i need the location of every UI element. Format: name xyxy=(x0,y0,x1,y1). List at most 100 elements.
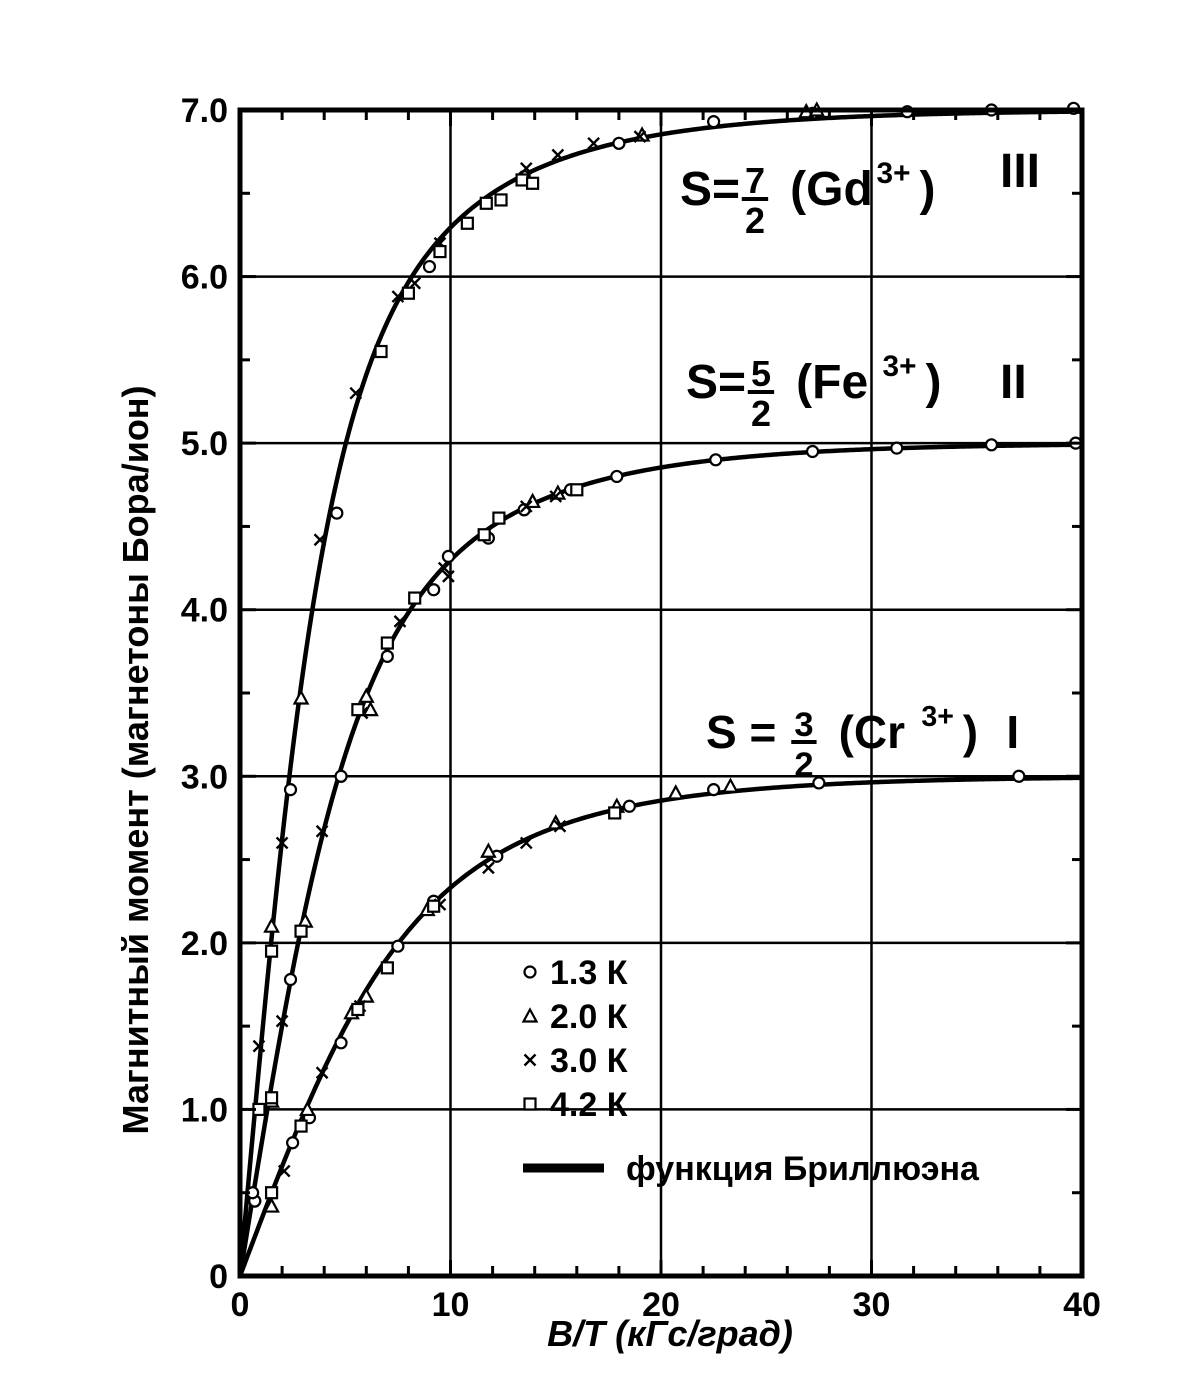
data-point-triangle xyxy=(722,777,739,793)
data-point-square xyxy=(515,173,529,187)
brillouin-curve-I xyxy=(237,775,1083,1277)
data-point-square xyxy=(264,944,279,958)
curve-label-prefix: S= xyxy=(686,356,746,409)
curve-label-prefix: S= xyxy=(680,163,740,216)
curve-label-ion: (Cr xyxy=(839,706,906,758)
data-point-circle xyxy=(890,441,904,455)
curve-label-close: ) xyxy=(925,356,941,409)
data-point-cross xyxy=(315,824,329,838)
data-point-triangle xyxy=(357,687,375,703)
data-point-triangle xyxy=(480,842,497,858)
legend-item: 2.0 К xyxy=(521,998,628,1036)
curve-label-roman: I xyxy=(1006,706,1019,758)
curve-labels: S = 32(Cr 3+) IS= 52(Fe 3+) IIS= 72(Gd 3+) III xyxy=(680,145,1040,784)
grid xyxy=(240,110,1082,1276)
data-point-triangle xyxy=(299,1100,316,1117)
x-axis-title: B/T (кГс/град) xyxy=(547,1313,793,1354)
data-point-circle xyxy=(1012,769,1026,783)
data-point-square xyxy=(374,344,388,359)
data-point-cross xyxy=(277,1164,291,1178)
legend-item: функция Бриллюэна xyxy=(523,1150,980,1188)
data-point-cross xyxy=(553,819,567,833)
y-tick-label: 4.0 xyxy=(181,592,228,630)
legend-marker-circle xyxy=(523,965,537,979)
data-point-square xyxy=(380,636,394,650)
data-point-circle xyxy=(283,783,298,797)
data-point-square xyxy=(525,176,540,190)
y-tick-label: 0 xyxy=(209,1258,228,1296)
data-point-cross xyxy=(349,386,363,400)
legend-label: 3.0 К xyxy=(550,1042,628,1080)
curve-label-ion: (Fe xyxy=(796,356,868,409)
data-point-circle xyxy=(422,259,437,274)
brillouin-curves xyxy=(237,109,1083,1277)
data-point-triangle xyxy=(263,1197,280,1213)
y-tick-label: 7.0 xyxy=(181,92,228,130)
data-point-square xyxy=(351,703,365,717)
curve-label-denominator: 2 xyxy=(794,746,813,784)
data-point-square xyxy=(408,591,422,605)
data-point-cross xyxy=(482,861,495,875)
data-point-square xyxy=(264,1186,279,1200)
curve-label-I: S = 32 (Cr 3+) I xyxy=(706,701,1019,784)
x-tick-label: 30 xyxy=(853,1286,891,1324)
data-point-square xyxy=(460,216,474,230)
data-point-circle xyxy=(709,453,723,467)
curve-label-numerator: 3 xyxy=(794,706,813,744)
curve-label-II: S= 52 (Fe 3+) II xyxy=(686,350,1027,434)
data-point-cross xyxy=(519,161,533,175)
data-point-square xyxy=(427,899,441,913)
legend-label: функция Бриллюэна xyxy=(626,1150,980,1188)
data-point-cross xyxy=(551,148,565,162)
data-point-square xyxy=(380,961,394,975)
legend-marker-cross xyxy=(523,1053,537,1067)
data-point-square xyxy=(294,924,308,938)
data-point-triangle xyxy=(667,784,685,800)
data-point-cross xyxy=(633,130,647,143)
curve-label-ion: (Gd xyxy=(790,163,873,216)
y-tick-label: 6.0 xyxy=(181,259,228,297)
data-point-cross xyxy=(519,836,533,850)
data-point-square xyxy=(608,806,622,820)
curve-label-close: ) xyxy=(963,706,978,758)
legend-marker-triangle xyxy=(521,1007,539,1023)
data-point-circle xyxy=(380,649,394,663)
curve-label-denominator: 2 xyxy=(745,200,765,241)
y-tick-label: 1.0 xyxy=(181,1091,228,1129)
legend: 1.3 К 2.0 К 3.0 К 4.2 К функция Бриллюэна xyxy=(521,954,980,1188)
data-point-cross xyxy=(549,490,563,503)
curve-label-denominator: 2 xyxy=(751,393,771,434)
curve-label-close: ) xyxy=(919,163,935,216)
x-tick-label: 20 xyxy=(642,1286,680,1324)
legend-label: 2.0 К xyxy=(550,998,628,1036)
data-point-cross xyxy=(393,615,407,628)
data-point-square xyxy=(401,286,415,300)
y-tick-label: 5.0 xyxy=(181,425,228,463)
data-point-circle xyxy=(334,769,348,783)
data-point-cross xyxy=(442,570,455,583)
legend-marker-square xyxy=(523,1097,537,1111)
data-point-cross xyxy=(313,533,327,547)
data-point-cross xyxy=(252,1039,266,1053)
data-point-circle xyxy=(984,438,999,452)
data-point-cross xyxy=(437,561,451,575)
y-tick-label: 2.0 xyxy=(181,925,228,963)
data-point-square xyxy=(264,1091,279,1105)
data-point-circle xyxy=(622,799,637,813)
data-point-circle xyxy=(391,939,405,953)
data-point-cross xyxy=(275,836,289,850)
data-point-square xyxy=(479,196,493,210)
legend-item: 1.3 К xyxy=(523,954,628,992)
data-point-circle xyxy=(612,136,626,150)
data-point-circle xyxy=(610,469,624,484)
data-point-circle xyxy=(707,783,721,797)
data-point-circle xyxy=(812,776,826,790)
data-point-square xyxy=(570,483,584,497)
curve-label-charge: 3+ xyxy=(877,157,911,190)
data-point-cross xyxy=(391,290,405,303)
brillouin-curve-II xyxy=(237,442,1083,1277)
brillouin-curve-III xyxy=(237,109,1083,1277)
x-tick-label: 40 xyxy=(1063,1286,1101,1324)
data-point-circle xyxy=(330,506,344,520)
data-point-circle xyxy=(707,115,721,129)
